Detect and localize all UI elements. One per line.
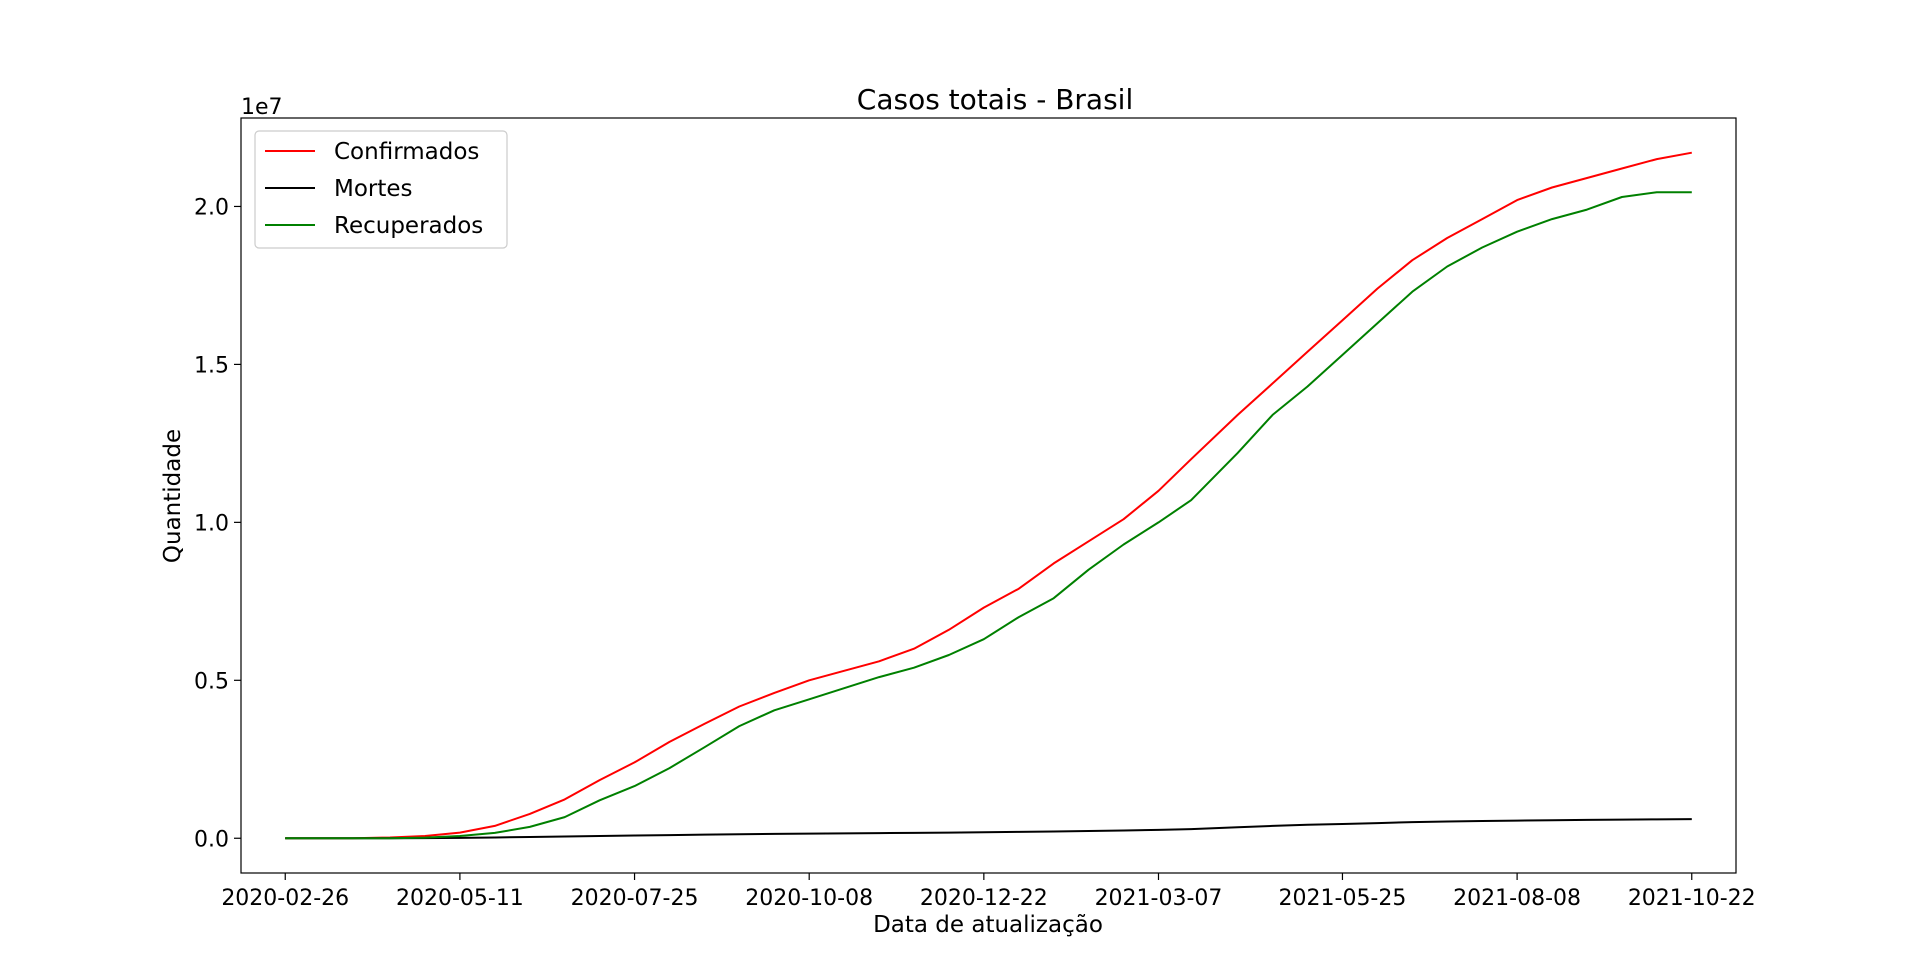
x-tick-label: 2020-12-22 [920, 886, 1048, 911]
series-line-mortes [285, 818, 1692, 840]
x-tick-label: 2020-05-11 [396, 886, 524, 911]
x-tick-label: 2020-02-26 [221, 886, 349, 911]
plot-area-frame [240, 117, 1737, 874]
series-layer [285, 151, 1692, 840]
legend-label-confirmados: Confirmados [334, 139, 479, 165]
x-tick-label: 2021-10-22 [1628, 886, 1756, 911]
x-tick-label: 2021-08-08 [1453, 886, 1581, 911]
y-axis-label: Quantidade [160, 429, 186, 563]
x-tick-label: 2021-03-07 [1095, 886, 1223, 911]
x-axis-label: Data de atualização [873, 912, 1103, 938]
legend-label-recuperados: Recuperados [334, 213, 483, 239]
legend: Confirmados Mortes Recuperados [254, 130, 508, 249]
y-tick-label: 1.5 [194, 353, 229, 378]
legend-label-mortes: Mortes [334, 176, 413, 202]
series-line-confirmados [285, 151, 1692, 840]
y-tick-label: 2.0 [194, 195, 229, 220]
legend-frame [254, 130, 508, 249]
x-axis-ticks: 2020-02-26 2020-05-11 2020-07-25 2020-10-08… [221, 873, 1756, 911]
series-line-recuperados [285, 191, 1692, 840]
y-tick-label: 0.0 [194, 827, 229, 852]
y-axis-offset-label: 1e7 [241, 95, 283, 120]
y-tick-label: 0.5 [194, 669, 229, 694]
x-tick-label: 2021-05-25 [1279, 886, 1407, 911]
x-tick-label: 2020-10-08 [745, 886, 873, 911]
y-tick-label: 1.0 [194, 511, 229, 536]
y-axis-ticks: 0.0 0.5 1.0 1.5 2.0 [194, 195, 241, 852]
x-tick-label: 2020-07-25 [571, 886, 699, 911]
chart-title: Casos totais - Brasil [857, 83, 1133, 116]
